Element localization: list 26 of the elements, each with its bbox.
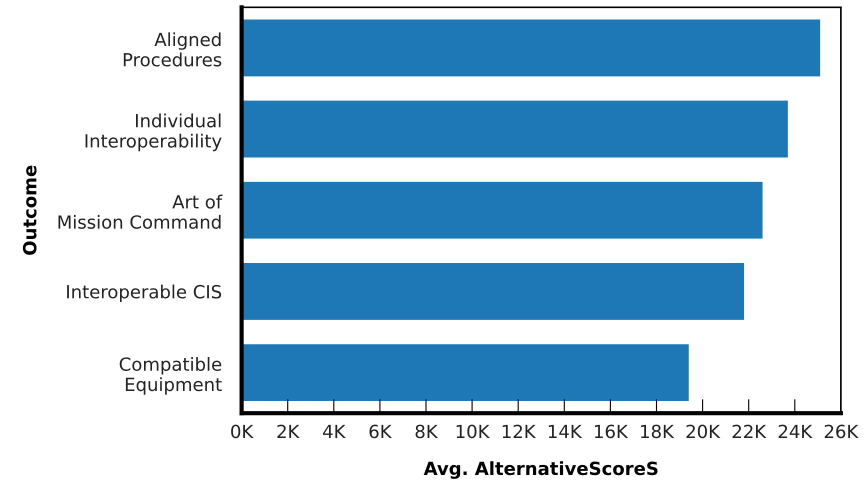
bar bbox=[242, 263, 744, 320]
x-tick-label: 22K bbox=[732, 424, 766, 438]
x-tick-label: 12K bbox=[502, 424, 536, 438]
x-tick-label: 26K bbox=[824, 424, 859, 438]
y-axis-title: Outcome bbox=[22, 166, 37, 255]
x-tick-label: 10K bbox=[456, 424, 490, 438]
bar bbox=[242, 344, 689, 402]
y-tick-label: Interoperable CIS bbox=[67, 284, 222, 302]
x-tick-label: 4K bbox=[323, 424, 346, 438]
y-tick-label: Aligned Procedures bbox=[124, 32, 222, 67]
y-tick-label: Compatible Equipment bbox=[120, 357, 222, 395]
bar bbox=[242, 100, 788, 158]
x-tick-label: 2K bbox=[277, 424, 300, 438]
x-tick-label: 8K bbox=[416, 424, 438, 438]
bar bbox=[242, 182, 763, 239]
x-tick-label: 18K bbox=[641, 424, 674, 438]
x-tick-label: 6K bbox=[370, 424, 392, 438]
bar bbox=[242, 20, 820, 76]
y-tick-label: Individual Interoperability bbox=[86, 114, 222, 152]
x-tick-label: 16K bbox=[594, 424, 628, 438]
x-tick-label: 20K bbox=[686, 424, 720, 438]
x-tick-label: 0K bbox=[231, 424, 254, 438]
y-tick-label: Art of Mission Command bbox=[58, 194, 223, 229]
x-axis-title: Avg. AlternativeScoreS bbox=[424, 461, 658, 479]
x-tick-label: 14K bbox=[548, 424, 582, 438]
x-tick-label: 24K bbox=[778, 424, 813, 438]
